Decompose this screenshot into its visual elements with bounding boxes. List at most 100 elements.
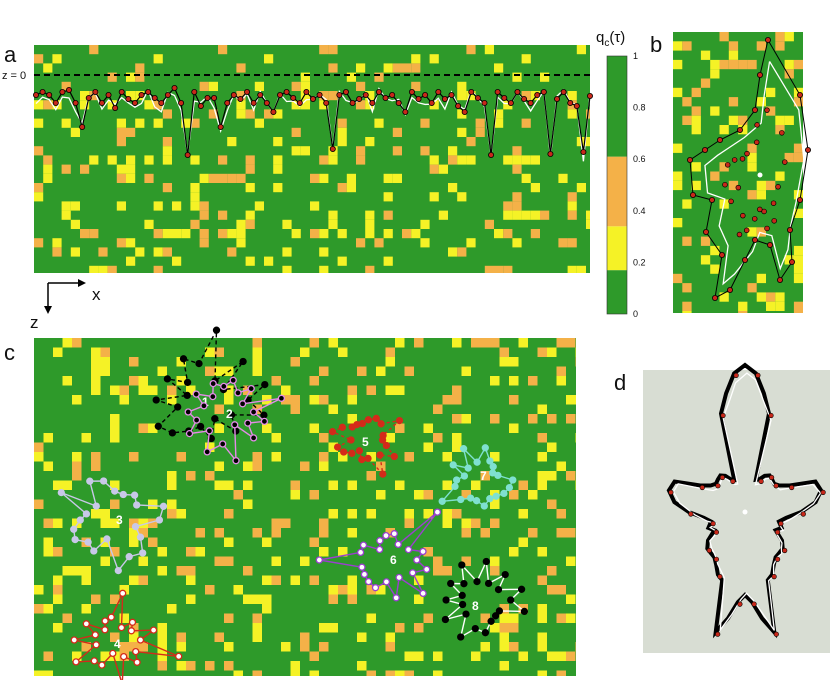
cluster-label: 4 — [114, 637, 121, 651]
heatmap-cell — [319, 642, 329, 652]
heatmap-cell — [558, 238, 568, 248]
heatmap-cell — [442, 395, 452, 405]
heatmap-cell — [509, 490, 519, 500]
cluster-marker — [495, 607, 504, 615]
heatmap-cell — [356, 146, 366, 156]
cluster-marker — [409, 569, 417, 577]
heatmap-cell — [34, 192, 44, 202]
heatmap-cell — [719, 125, 729, 135]
heatmap-cell — [273, 109, 283, 119]
heatmap-cell — [186, 385, 196, 395]
heatmap-cell — [452, 395, 462, 405]
cluster-marker — [438, 497, 446, 505]
heatmap-cell — [162, 229, 172, 239]
heatmap-cell — [775, 41, 785, 51]
panel-b-marker — [739, 156, 746, 162]
colorbar-tick-label: 0.6 — [633, 154, 646, 164]
cluster-marker — [98, 661, 106, 669]
panel-d-marker — [768, 474, 775, 481]
panel-d-marker — [773, 483, 779, 489]
heatmap-cell — [129, 537, 139, 547]
heatmap-cell — [91, 509, 101, 519]
panel-b-marker — [727, 286, 734, 293]
heatmap-cell — [300, 642, 310, 652]
heatmap-cell — [138, 423, 148, 433]
heatmap-cell — [365, 210, 375, 220]
heatmap-cell — [521, 54, 531, 64]
panel-b-marker — [805, 146, 812, 153]
heatmap-cell — [233, 585, 243, 595]
heatmap-cell — [43, 461, 53, 471]
interface-marker — [98, 100, 105, 107]
cluster-label: 3 — [116, 513, 123, 527]
cluster-marker — [494, 471, 502, 480]
panel-b-heatmap — [673, 32, 803, 313]
heatmap-cell — [300, 81, 310, 91]
cluster-4: 4 — [70, 589, 183, 680]
heatmap-cell — [448, 183, 458, 193]
heatmap-cell — [586, 219, 590, 229]
cluster-marker — [459, 445, 468, 453]
interface-marker — [501, 95, 508, 102]
heatmap-cell — [775, 115, 785, 125]
heatmap-cell — [176, 357, 186, 367]
heatmap-cell — [521, 173, 531, 183]
heatmap-cell — [556, 338, 566, 348]
cluster-marker — [103, 535, 111, 543]
heatmap-cell — [547, 585, 557, 595]
interface-marker — [79, 124, 86, 131]
colorbar-tick-label: 1 — [633, 51, 638, 61]
heatmap-cell — [429, 155, 439, 165]
heatmap-cell — [346, 173, 356, 183]
interface-marker — [395, 100, 402, 107]
heatmap-cell — [72, 471, 82, 481]
colorbar-frame — [606, 55, 628, 315]
heatmap-cell — [566, 395, 576, 405]
heatmap-cell — [528, 376, 538, 386]
heatmap-cell — [490, 338, 500, 348]
heatmap-cell — [503, 100, 513, 110]
colorbar-tick-label: 0 — [633, 309, 638, 319]
interface-marker — [296, 100, 303, 107]
cluster-marker — [229, 376, 237, 384]
heatmap-cell — [728, 115, 739, 125]
heatmap-cell — [509, 547, 519, 557]
heatmap-cell — [457, 127, 467, 137]
cluster-marker — [209, 379, 217, 388]
heatmap-cell — [190, 219, 200, 229]
panel-d-marker — [733, 372, 739, 379]
heatmap-cell — [512, 192, 522, 202]
heatmap-cell — [116, 201, 126, 211]
cluster-7: 7 — [438, 444, 517, 510]
heatmap-cell — [195, 547, 205, 557]
heatmap-cell — [530, 183, 540, 193]
heatmap-cell — [494, 109, 504, 119]
heatmap-cell — [747, 152, 757, 163]
cluster-marker — [492, 492, 500, 500]
heatmap-cell — [385, 357, 395, 367]
colorbar-band — [607, 56, 627, 157]
heatmap-cell — [738, 311, 748, 313]
heatmap-cell — [471, 651, 481, 661]
heatmap-cell — [199, 238, 209, 248]
heatmap-cell — [252, 357, 262, 367]
cluster-label: 1 — [202, 395, 209, 409]
heatmap-cell — [537, 433, 547, 443]
panel-b-marker — [787, 226, 794, 233]
heatmap-cell — [199, 229, 209, 239]
heatmap-cell — [337, 183, 347, 193]
panel-b-marker — [731, 157, 738, 163]
panel-b-marker — [717, 136, 724, 143]
heatmap-cell — [490, 566, 500, 576]
interface-marker — [316, 92, 323, 99]
heatmap-cell — [766, 180, 776, 191]
heatmap-cell — [480, 338, 490, 348]
heatmap-cell — [110, 414, 120, 424]
heatmap-cell — [205, 661, 215, 671]
heatmap-cell — [480, 613, 490, 623]
heatmap-cell — [475, 118, 485, 128]
interface-marker — [349, 100, 356, 107]
cluster-marker — [92, 641, 100, 649]
heatmap-cell — [176, 632, 186, 642]
heatmap-cell — [512, 238, 522, 248]
